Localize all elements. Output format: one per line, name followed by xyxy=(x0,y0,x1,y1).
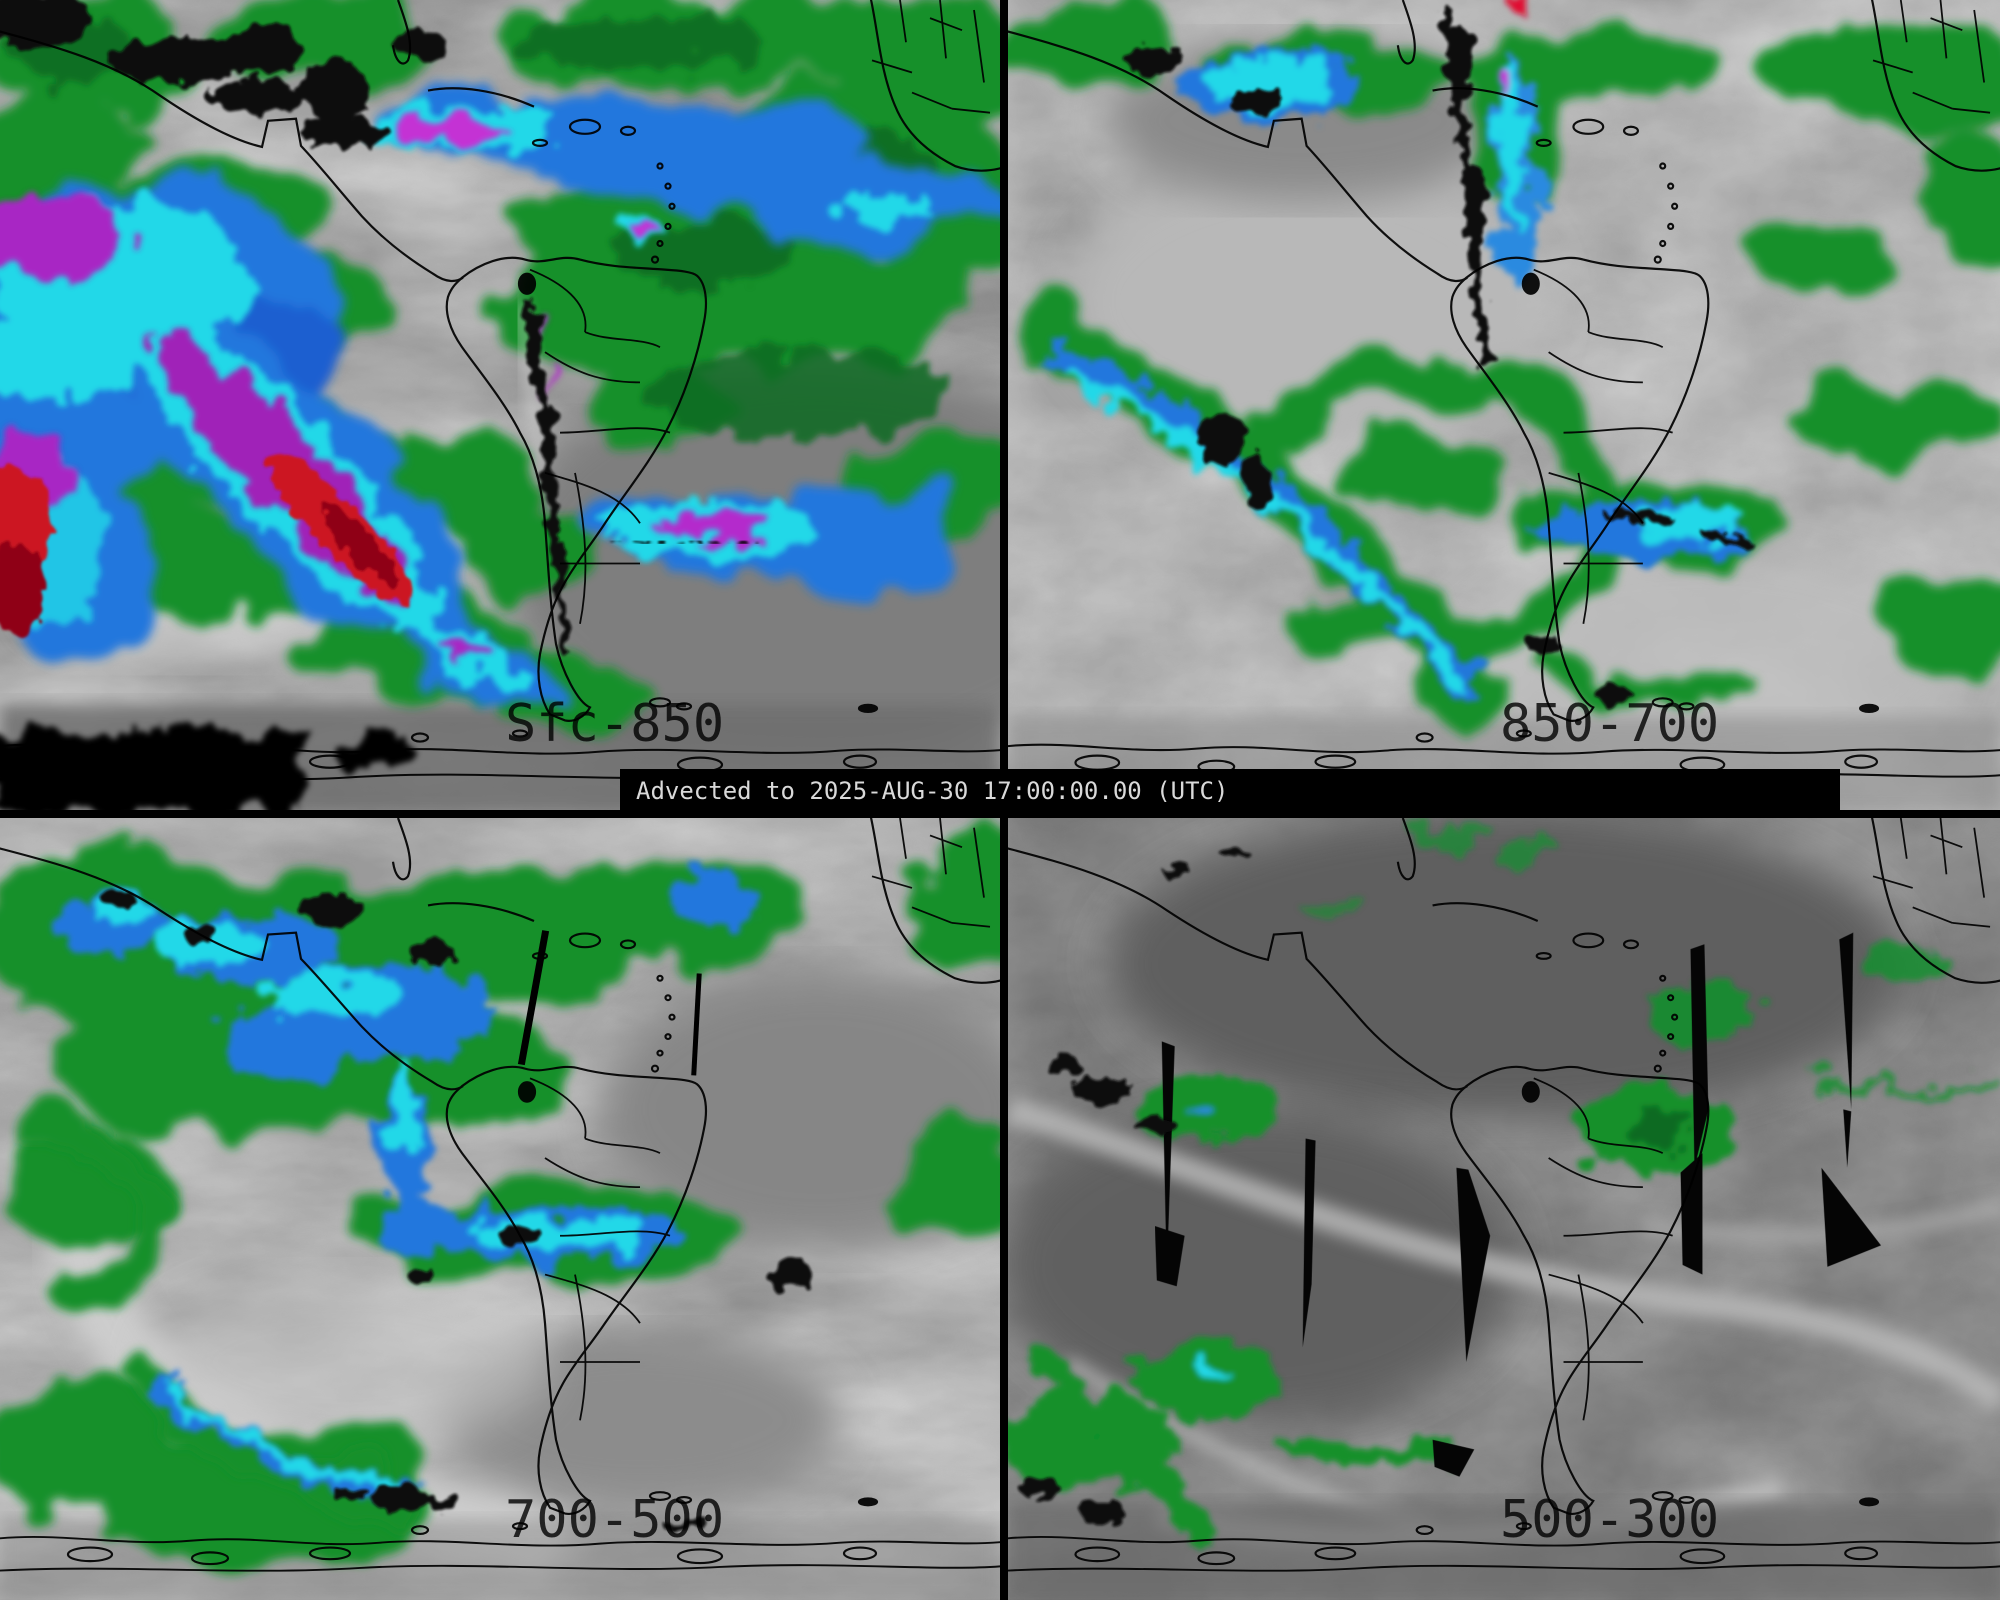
panel-label-700-500: 700-500 xyxy=(505,1490,724,1550)
banner-background xyxy=(620,769,1840,810)
panel-label-sfc-850: Sfc-850 xyxy=(505,694,724,754)
panel-700-500 xyxy=(0,818,1000,1600)
panel-label-500-300: 500-300 xyxy=(1500,1490,1719,1550)
banner-text: Advected to 2025-AUG-30 17:00:00.00 (UTC… xyxy=(636,777,1228,805)
panel-500-300 xyxy=(1008,818,2000,1600)
panel-850-700 xyxy=(1008,0,2000,810)
panel-label-850-700: 850-700 xyxy=(1500,694,1719,754)
panel-divider-horizontal xyxy=(0,810,2000,818)
panel-sfc-850 xyxy=(0,0,1000,810)
advection-timestamp-banner: Advected to 2025-AUG-30 17:00:00.00 (UTC… xyxy=(620,769,1840,810)
